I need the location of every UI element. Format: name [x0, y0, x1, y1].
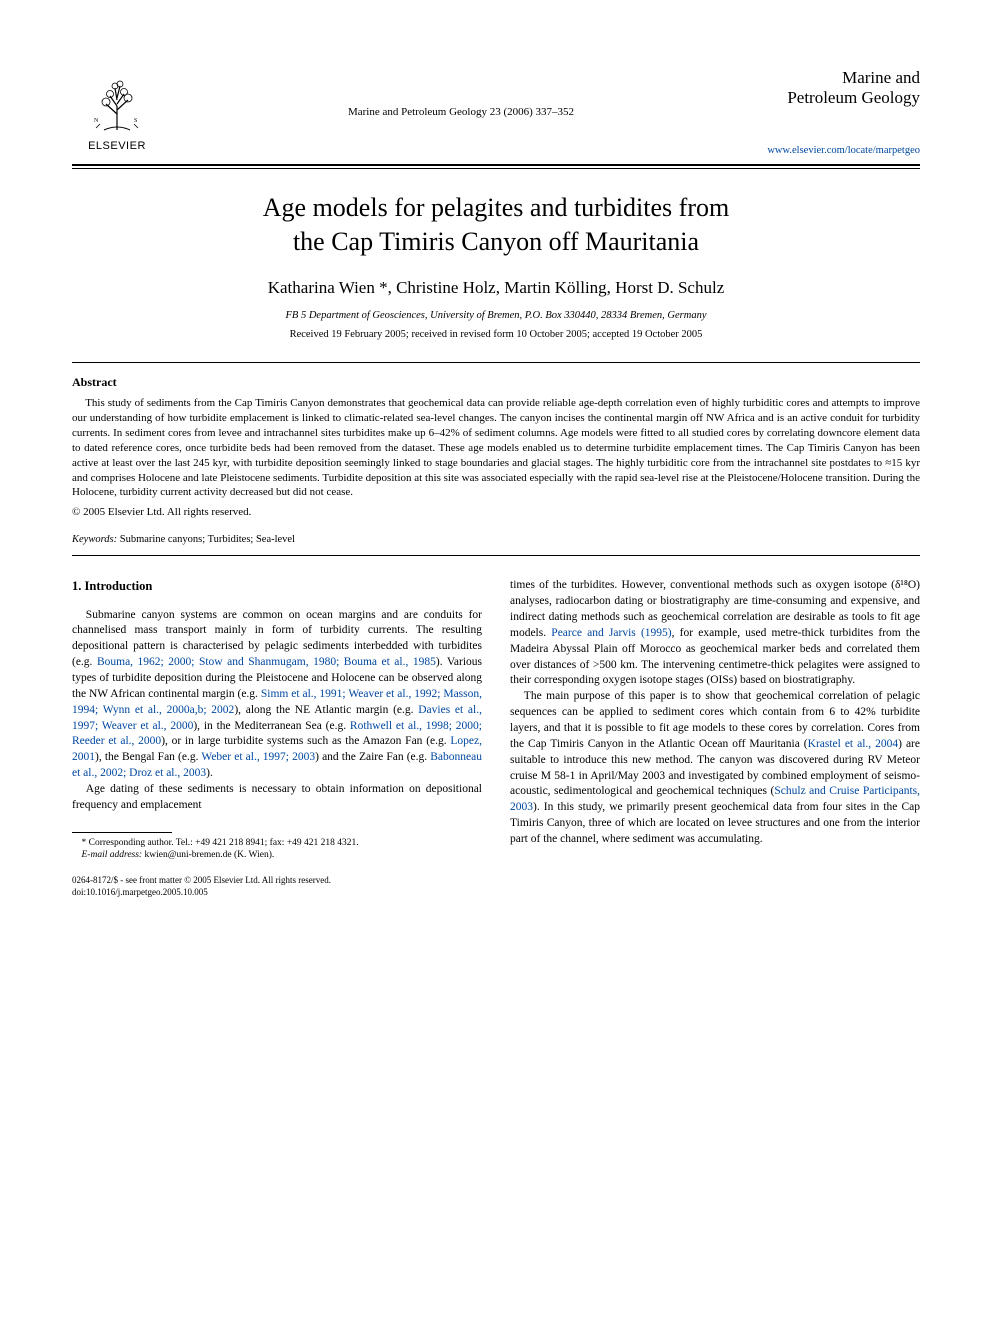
title-line-2: the Cap Timiris Canyon off Mauritania	[293, 227, 699, 256]
email-footnote: E-mail address: kwien@uni-bremen.de (K. …	[72, 849, 482, 861]
header-rule-thin	[72, 168, 920, 169]
article-dates: Received 19 February 2005; received in r…	[72, 329, 920, 340]
p1-text-f: ), the Bengal Fan (e.g.	[95, 751, 201, 763]
author-list: Katharina Wien *, Christine Holz, Martin…	[72, 278, 920, 298]
abstract-body: This study of sediments from the Cap Tim…	[72, 396, 920, 500]
journal-title-1: Marine and	[760, 68, 920, 88]
footnote-rule	[72, 832, 172, 833]
svg-text:N: N	[94, 118, 99, 124]
footer-front-matter: 0264-8172/$ - see front matter © 2005 El…	[72, 875, 482, 887]
svg-text:S: S	[134, 118, 137, 124]
email-label: E-mail address:	[82, 850, 143, 860]
p1-text-d: ), in the Mediterranean Sea (e.g.	[193, 720, 350, 732]
citation-pearce[interactable]: Pearce and Jarvis (1995)	[551, 627, 671, 639]
footer-doi: doi:10.1016/j.marpetgeo.2005.10.005	[72, 887, 482, 899]
journal-url-link[interactable]: www.elsevier.com/locate/marpetgeo	[760, 145, 920, 156]
intro-para-2: Age dating of these sediments is necessa…	[72, 782, 482, 814]
title-line-1: Age models for pelagites and turbidites …	[263, 193, 729, 222]
section-1-heading: 1. Introduction	[72, 578, 482, 595]
publisher-logo-block: N S ELSEVIER	[72, 68, 162, 152]
intro-para-4: The main purpose of this paper is to sho…	[510, 689, 920, 848]
corresponding-author-footnote: * Corresponding author. Tel.: +49 421 21…	[72, 837, 482, 849]
right-column: times of the turbidites. However, conven…	[510, 578, 920, 898]
publisher-name: ELSEVIER	[88, 140, 146, 152]
abstract-body-text: This study of sediments from the Cap Tim…	[72, 397, 920, 498]
citation-krastel[interactable]: Krastel et al., 2004	[808, 738, 899, 750]
p1-text-h: ).	[206, 767, 213, 779]
elsevier-tree-icon: N S	[82, 68, 152, 138]
email-value: kwien@uni-bremen.de (K. Wien).	[142, 850, 274, 860]
article-title: Age models for pelagites and turbidites …	[72, 191, 920, 259]
citation-bouma[interactable]: Bouma, 1962; 2000; Stow and Shanmugam, 1…	[97, 656, 436, 668]
keywords-value: Submarine canyons; Turbidites; Sea-level	[117, 534, 295, 545]
p1-text-g: ) and the Zaire Fan (e.g.	[315, 751, 430, 763]
intro-para-1: Submarine canyon systems are common on o…	[72, 608, 482, 782]
journal-header: N S ELSEVIER Marine and Petroleum Geolog…	[72, 68, 920, 156]
intro-para-3: times of the turbidites. However, conven…	[510, 578, 920, 689]
affiliation: FB 5 Department of Geosciences, Universi…	[72, 310, 920, 321]
body-columns: 1. Introduction Submarine canyon systems…	[72, 578, 920, 898]
keywords-label: Keywords:	[72, 534, 117, 545]
p1-text-c: ), along the NE Atlantic margin (e.g.	[234, 704, 418, 716]
keywords-line: Keywords: Submarine canyons; Turbidites;…	[72, 534, 920, 545]
p1-text-e: ), or in large turbidite systems such as…	[161, 735, 450, 747]
abstract-copyright: © 2005 Elsevier Ltd. All rights reserved…	[72, 506, 920, 518]
abstract-top-rule	[72, 362, 920, 363]
journal-title-block: Marine and Petroleum Geology www.elsevie…	[760, 68, 920, 156]
journal-reference: Marine and Petroleum Geology 23 (2006) 3…	[162, 68, 760, 118]
p4-text-c: ). In this study, we primarily present g…	[510, 801, 920, 845]
abstract-bottom-rule	[72, 555, 920, 556]
header-rule-thick	[72, 164, 920, 166]
abstract-heading: Abstract	[72, 375, 920, 390]
citation-weber[interactable]: Weber et al., 1997; 2003	[201, 751, 315, 763]
footer-block: 0264-8172/$ - see front matter © 2005 El…	[72, 875, 482, 898]
left-column: 1. Introduction Submarine canyon systems…	[72, 578, 482, 898]
journal-title-2: Petroleum Geology	[760, 88, 920, 108]
